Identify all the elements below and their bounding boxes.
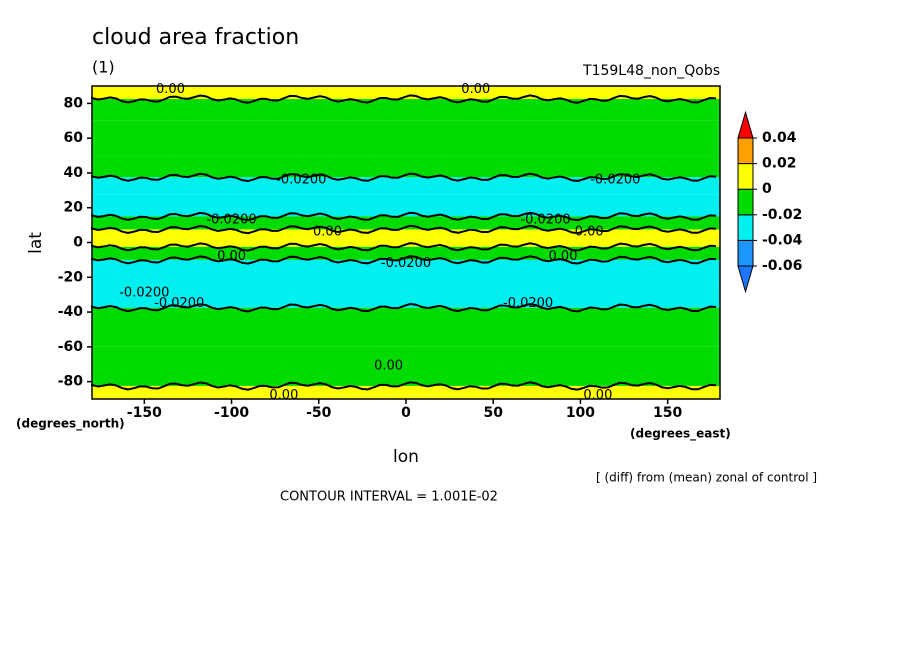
y-tick-label: -60 xyxy=(58,339,84,355)
contour-line xyxy=(91,242,717,252)
y-units: (degrees_north) xyxy=(16,417,125,432)
contour-label: -0.0200 xyxy=(520,212,570,227)
contour-band xyxy=(92,394,720,399)
contour-band xyxy=(92,120,720,156)
chart-title: cloud area fraction xyxy=(92,25,299,50)
x-tick-label: 100 xyxy=(566,405,595,421)
contour-label: 0.00 xyxy=(461,82,490,97)
colorbar-segment xyxy=(737,137,754,165)
x-units: (degrees_east) xyxy=(630,427,731,442)
x-tick-label: -50 xyxy=(306,405,332,421)
contour-line xyxy=(91,381,717,391)
y-tick-label: -40 xyxy=(58,304,84,320)
contour-band xyxy=(92,346,720,386)
contour-band xyxy=(92,99,720,121)
contour-label: 0.00 xyxy=(549,249,578,264)
colorbar-lower xyxy=(737,265,754,294)
contour-line xyxy=(91,224,717,235)
contour-label: -0.0200 xyxy=(503,296,553,311)
contour-band xyxy=(92,86,720,91)
contour-label: -0.0200 xyxy=(381,256,431,271)
y-tick-label: 0 xyxy=(73,235,83,251)
y-tick-label: 40 xyxy=(64,165,84,181)
subtitle: (1) xyxy=(92,58,115,77)
contour-line xyxy=(91,172,717,183)
note: [ (diff) from (mean) zonal of control ] xyxy=(596,471,817,485)
x-tick-label: 150 xyxy=(653,405,682,421)
contour-label: 0.00 xyxy=(269,388,298,403)
contour-band xyxy=(92,238,720,247)
contour-band xyxy=(92,259,720,286)
colorbar-segment xyxy=(737,239,754,267)
contour-band xyxy=(92,229,720,239)
contour-label: 0.00 xyxy=(575,225,604,240)
contour-label: -0.0200 xyxy=(276,172,326,187)
contour-band xyxy=(92,155,720,178)
colorbar-segment xyxy=(737,214,754,241)
colorbar-label: 0 xyxy=(762,181,772,197)
y-axis-label: lat xyxy=(26,232,46,254)
y-tick-label: -80 xyxy=(58,374,84,390)
contour-band xyxy=(92,90,720,100)
y-tick-label: 20 xyxy=(64,200,84,216)
contour-line xyxy=(91,211,717,222)
contour-label: -0.0200 xyxy=(119,285,169,300)
contour-band xyxy=(92,385,720,395)
contour-line xyxy=(91,303,717,313)
colorbar-segment xyxy=(737,188,754,216)
y-tick-label: 80 xyxy=(64,95,84,111)
colorbar-label: 0.02 xyxy=(762,156,797,172)
colorbar-label: -0.06 xyxy=(762,258,802,274)
x-tick-label: -100 xyxy=(214,405,249,421)
colorbar-label: -0.02 xyxy=(762,207,802,223)
contour-band xyxy=(92,194,720,217)
colorbar-label: -0.04 xyxy=(762,232,803,248)
contour-label: 0.00 xyxy=(217,249,246,264)
contour-band xyxy=(92,307,720,347)
x-tick-label: -150 xyxy=(127,405,162,421)
y-tick-label: -20 xyxy=(58,269,84,285)
contour-line xyxy=(91,94,717,104)
y-tick-label: 60 xyxy=(64,130,84,146)
x-axis-label: lon xyxy=(393,447,419,467)
x-tick-label: 0 xyxy=(401,405,411,421)
contour-label: -0.0200 xyxy=(590,172,640,187)
contour-label: 0.00 xyxy=(156,82,185,97)
colorbar-upper xyxy=(737,110,754,139)
contour-label: 0.00 xyxy=(374,358,403,373)
colorbar-segment xyxy=(737,163,754,190)
contour-interval: CONTOUR INTERVAL = 1.001E-02 xyxy=(280,490,498,505)
x-tick-label: 50 xyxy=(483,405,503,421)
contour-label: 0.00 xyxy=(583,388,612,403)
contour-label: 0.00 xyxy=(313,225,342,240)
contour-label: -0.0200 xyxy=(206,212,256,227)
contour-line xyxy=(91,255,717,265)
contour-band xyxy=(92,285,720,308)
contour-label: -0.0200 xyxy=(154,296,204,311)
colorbar-label: 0.04 xyxy=(762,130,797,146)
run-label: T159L48_non_Qobs xyxy=(582,63,720,79)
